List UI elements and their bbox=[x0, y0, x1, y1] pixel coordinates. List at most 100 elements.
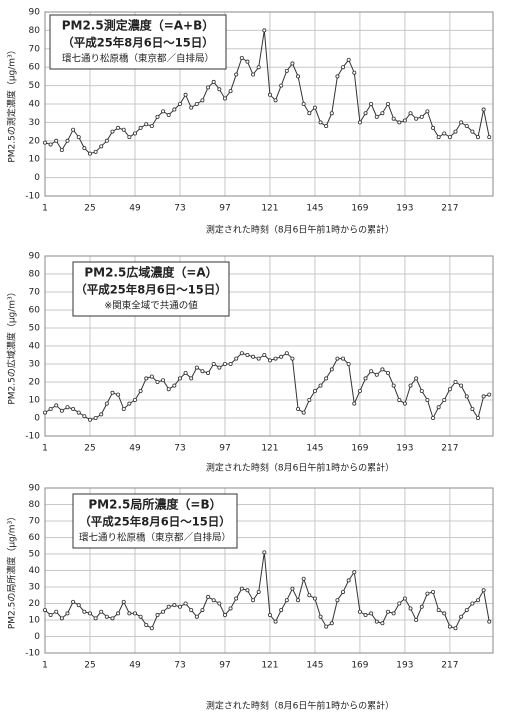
data-point bbox=[239, 351, 244, 356]
data-point bbox=[59, 616, 64, 621]
y-tick-label: 0 bbox=[34, 632, 40, 642]
data-point bbox=[341, 356, 346, 361]
data-point bbox=[76, 603, 81, 608]
data-point bbox=[267, 358, 272, 363]
data-point bbox=[453, 129, 458, 134]
data-point bbox=[267, 613, 272, 618]
data-point bbox=[149, 124, 154, 129]
data-point bbox=[217, 365, 222, 370]
x-tick-label: 217 bbox=[441, 444, 458, 454]
data-point bbox=[65, 611, 70, 616]
y-tick-label: 60 bbox=[29, 63, 41, 73]
data-point bbox=[386, 609, 391, 614]
data-point bbox=[211, 598, 216, 603]
data-point bbox=[104, 614, 109, 619]
y-tick-label: 40 bbox=[29, 100, 41, 110]
data-point bbox=[132, 397, 137, 402]
data-point bbox=[217, 601, 222, 606]
data-point bbox=[251, 72, 256, 77]
data-point bbox=[284, 351, 289, 356]
data-point bbox=[93, 415, 98, 420]
data-point bbox=[183, 92, 188, 97]
data-point bbox=[76, 135, 81, 140]
data-point bbox=[464, 394, 469, 399]
data-point bbox=[127, 401, 132, 406]
y-tick-label: 50 bbox=[29, 324, 41, 334]
data-point bbox=[132, 611, 137, 616]
annotation: 環七通り松原橋（東京都／自排局） bbox=[62, 53, 214, 65]
title-box bbox=[72, 261, 230, 317]
data-point bbox=[200, 369, 205, 374]
y-tick-label: 70 bbox=[29, 517, 41, 527]
x-tick-label: 145 bbox=[306, 204, 323, 214]
x-tick-label: 73 bbox=[174, 444, 185, 454]
data-point bbox=[470, 601, 475, 606]
data-point bbox=[346, 361, 351, 366]
data-point bbox=[442, 397, 447, 402]
x-tick-label: 193 bbox=[396, 661, 413, 671]
data-point bbox=[341, 589, 346, 594]
data-point bbox=[82, 414, 87, 419]
data-point bbox=[228, 89, 233, 94]
y-tick-label: 20 bbox=[29, 378, 41, 388]
data-point bbox=[256, 356, 261, 361]
data-point bbox=[374, 619, 379, 624]
y-tick-label: -10 bbox=[25, 192, 40, 202]
x-tick-label: 217 bbox=[441, 204, 458, 214]
data-point bbox=[138, 614, 143, 619]
data-point bbox=[414, 376, 419, 381]
data-point bbox=[352, 570, 357, 575]
y-tick-label: 80 bbox=[29, 26, 41, 36]
y-tick-label: 40 bbox=[29, 566, 41, 576]
data-point bbox=[436, 608, 441, 613]
x-tick-label: 49 bbox=[129, 204, 141, 214]
data-point bbox=[397, 397, 402, 402]
y-tick-label: 70 bbox=[29, 44, 41, 54]
y-tick-label: 70 bbox=[29, 288, 41, 298]
chart-title: PM2.5広域濃度（=A） bbox=[84, 265, 217, 280]
data-point bbox=[54, 138, 59, 143]
x-tick-label: 49 bbox=[129, 444, 141, 454]
data-point bbox=[419, 604, 424, 609]
data-point bbox=[262, 28, 267, 33]
data-point bbox=[352, 70, 357, 75]
data-point bbox=[43, 140, 48, 145]
data-point bbox=[442, 611, 447, 616]
data-point bbox=[419, 114, 424, 119]
x-tick-label: 1 bbox=[42, 444, 48, 454]
data-point bbox=[312, 596, 317, 601]
data-point bbox=[43, 608, 48, 613]
x-tick-label: 169 bbox=[351, 204, 368, 214]
data-point bbox=[464, 608, 469, 613]
data-point bbox=[194, 365, 199, 370]
data-point bbox=[251, 598, 256, 603]
data-point bbox=[189, 376, 194, 381]
data-point bbox=[301, 410, 306, 415]
data-point bbox=[99, 144, 104, 149]
data-point bbox=[71, 406, 76, 411]
data-point bbox=[369, 369, 374, 374]
data-point bbox=[363, 376, 368, 381]
data-line bbox=[44, 552, 490, 629]
data-point bbox=[228, 361, 233, 366]
data-point bbox=[155, 114, 160, 119]
data-point bbox=[222, 361, 227, 366]
data-point bbox=[273, 619, 278, 624]
data-point bbox=[290, 61, 295, 66]
data-point bbox=[425, 397, 430, 402]
data-point bbox=[127, 135, 132, 140]
data-point bbox=[363, 613, 368, 618]
data-point bbox=[166, 387, 171, 392]
data-point bbox=[476, 598, 481, 603]
data-point bbox=[408, 111, 413, 116]
data-point bbox=[65, 405, 70, 410]
data-point bbox=[110, 616, 115, 621]
data-point bbox=[425, 591, 430, 596]
data-point bbox=[65, 138, 70, 143]
data-point bbox=[414, 116, 419, 121]
data-point bbox=[149, 374, 154, 379]
data-point bbox=[59, 147, 64, 152]
data-point bbox=[436, 405, 441, 410]
data-point bbox=[447, 624, 452, 629]
